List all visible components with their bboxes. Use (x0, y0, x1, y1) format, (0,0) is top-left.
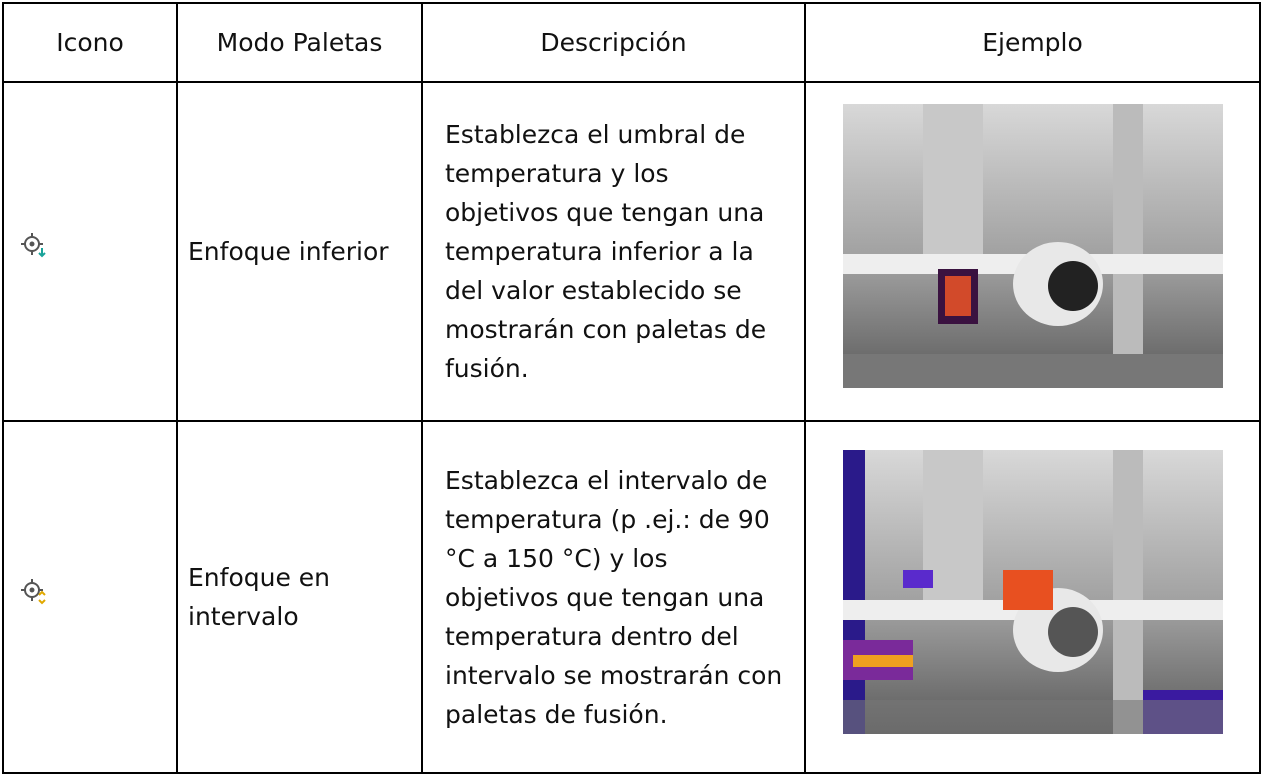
icon-cell (2, 420, 178, 774)
header-cell: Ejemplo (804, 2, 1261, 83)
row: Enfoque inferior Establezca el umbral de… (2, 81, 1261, 422)
header-cell: Icono (2, 2, 178, 83)
description-cell: Establezca el intervalo de temperatura (… (421, 420, 806, 774)
example-cell (804, 420, 1261, 774)
icon-cell (2, 81, 178, 422)
header-cell: Descripción (421, 2, 806, 83)
description-cell: Establezca el umbral de temperatura y lo… (421, 81, 806, 422)
example-cell (804, 81, 1261, 422)
header-row: Icono Modo Paletas Descripción Ejemplo (2, 2, 1261, 83)
icon (21, 578, 46, 604)
example-image (842, 104, 1223, 388)
row: Enfoque en intervalo Establezca el inter… (2, 420, 1261, 774)
header-cell: Modo Paletas (176, 2, 423, 83)
icon (21, 233, 46, 258)
mode-cell: Enfoque en intervalo (176, 420, 423, 774)
example-image (842, 449, 1223, 734)
mode-cell: Enfoque inferior (176, 81, 423, 422)
